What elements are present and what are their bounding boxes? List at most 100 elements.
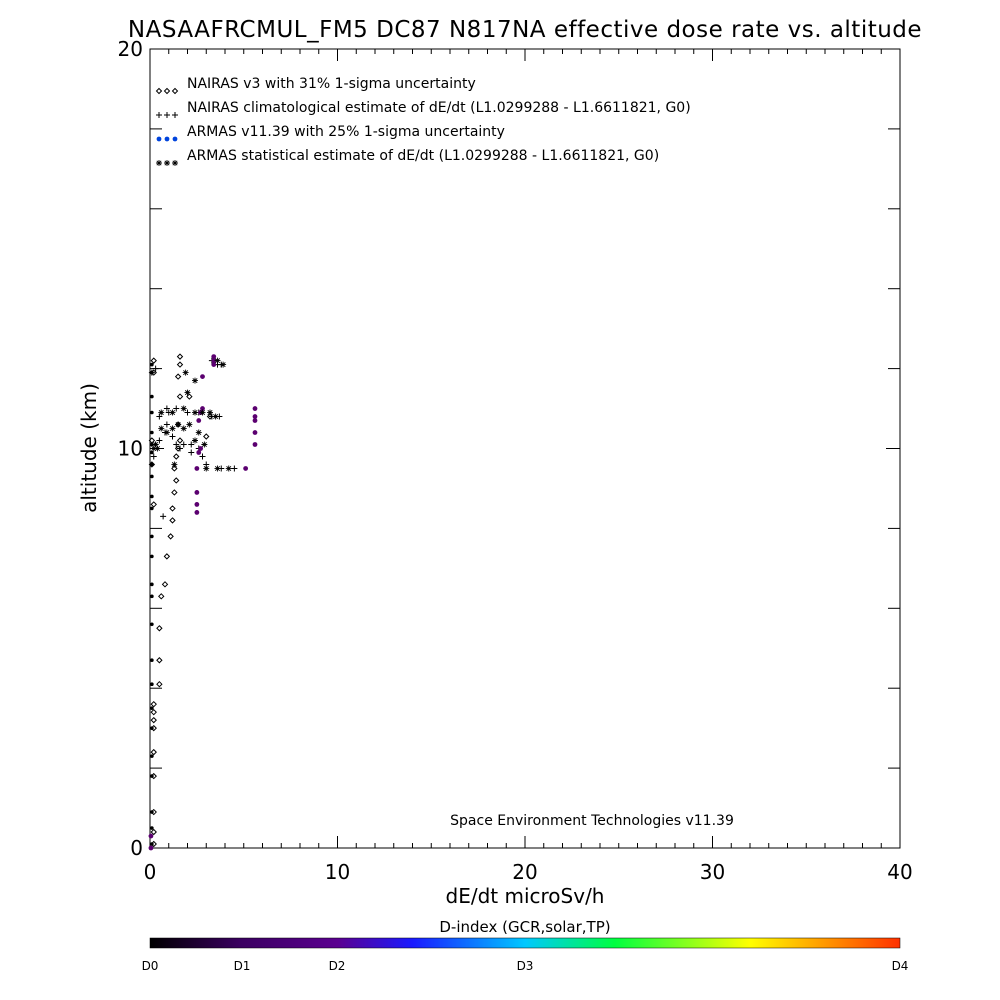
series-0-point [150, 772, 157, 780]
dindex-point [150, 826, 154, 830]
x-axis-label: dE/dt microSv/h [446, 884, 605, 908]
series-1-point [188, 449, 195, 456]
series-3-point [180, 405, 187, 412]
series-0-point [150, 840, 157, 848]
series-3-point [195, 429, 202, 436]
dindex-point [150, 410, 154, 415]
legend-entry-2: ARMAS v11.39 with 25% 1-sigma uncertaint… [187, 124, 505, 140]
series-3-point [163, 429, 170, 436]
series-2-point [148, 833, 154, 839]
series-1-point [180, 441, 187, 448]
series-3-point [152, 441, 159, 448]
dindex-point [150, 594, 154, 599]
legend-entry-0: NAIRAS v3 with 31% 1-sigma uncertainty [187, 76, 476, 92]
series-0-point [163, 553, 171, 560]
series-3-point [184, 389, 191, 396]
series-2-point [252, 406, 258, 411]
legend-symbol-1 [172, 112, 178, 118]
plot-area-frame [149, 48, 901, 849]
series-0-point [173, 453, 180, 460]
series-3-point [203, 465, 210, 472]
series-0-point [148, 437, 156, 444]
series-3-point [220, 361, 227, 368]
series-1-point [173, 405, 180, 412]
series-2-point [252, 414, 258, 419]
series-0-point [176, 361, 184, 368]
series-3-point [175, 421, 182, 428]
series-0-point [150, 357, 157, 364]
series-3-point [192, 377, 198, 384]
colorbar-title: D-index (GCR,solar,TP) [439, 918, 610, 936]
series-3-point [192, 437, 198, 444]
dindex-point [150, 394, 154, 399]
legend-symbol-0 [171, 87, 179, 95]
series-1-point [188, 441, 195, 448]
x-tick-label: 40 [887, 860, 912, 884]
dindex-point [150, 622, 154, 627]
series-3-point [169, 409, 176, 416]
colorbar [149, 937, 901, 949]
legend-symbol-1 [164, 112, 170, 118]
series-0-point [176, 353, 184, 360]
legend-symbol-3 [164, 160, 170, 166]
series-0-point [150, 748, 157, 756]
series-2-point [252, 430, 258, 435]
series-0-point [148, 461, 156, 468]
legend-entry-3: ARMAS statistical estimate of dE/dt (L1.… [187, 148, 659, 164]
dindex-point [150, 362, 154, 367]
series-3-point [225, 465, 232, 472]
series-2-point [194, 490, 200, 495]
series-3-point [154, 445, 161, 452]
series-1-point [177, 445, 183, 452]
y-tick-label: 20 [118, 37, 143, 61]
series-2-point [211, 358, 217, 364]
dindex-point [150, 506, 154, 511]
series-3-point [212, 413, 219, 420]
x-tick-label: 20 [512, 860, 537, 884]
series-0-point [169, 517, 176, 524]
series-2-point [198, 446, 204, 451]
series-3-point [171, 461, 178, 468]
series-0-point [161, 581, 169, 588]
dindex-point [150, 474, 154, 479]
x-tick-label: 0 [144, 860, 157, 884]
axis-ticks [149, 48, 901, 849]
series-1-point [231, 465, 238, 472]
series-0-point [156, 680, 163, 688]
series-2-point [194, 466, 200, 471]
series-0-point [173, 477, 180, 484]
series-0-point [171, 465, 178, 472]
x-tick-label: 10 [325, 860, 350, 884]
series-1-point [148, 369, 155, 376]
series-3-point [182, 369, 189, 376]
series-3-point [186, 421, 193, 428]
series-1-point [156, 437, 163, 444]
legend-symbol-3 [156, 160, 162, 166]
series-3-point [169, 425, 176, 432]
series-2-point [200, 406, 205, 411]
series-0-point [169, 505, 176, 512]
legend-symbol-2 [164, 136, 170, 142]
series-1-point [160, 513, 167, 520]
series-1-point [150, 453, 157, 460]
series-3-point [158, 425, 165, 432]
series-3-point [158, 409, 165, 416]
series-0-point [156, 625, 163, 632]
series-0-point [150, 724, 157, 732]
series-3-point [199, 409, 206, 416]
legend-symbol-3 [172, 160, 178, 166]
legend-symbol-2 [156, 136, 162, 142]
series-2-point [252, 418, 258, 423]
series-3-point [180, 425, 187, 432]
dindex-point [150, 534, 154, 539]
series-0-point [176, 393, 184, 400]
colorbar-label: D4 [892, 959, 909, 973]
dindex-point [150, 554, 154, 559]
series-1-point [169, 433, 176, 440]
colorbar-label: D2 [329, 959, 346, 973]
series-2-point [194, 502, 200, 507]
dindex-point [150, 430, 154, 435]
series-0-point [150, 828, 157, 836]
series-0-point [150, 501, 157, 508]
